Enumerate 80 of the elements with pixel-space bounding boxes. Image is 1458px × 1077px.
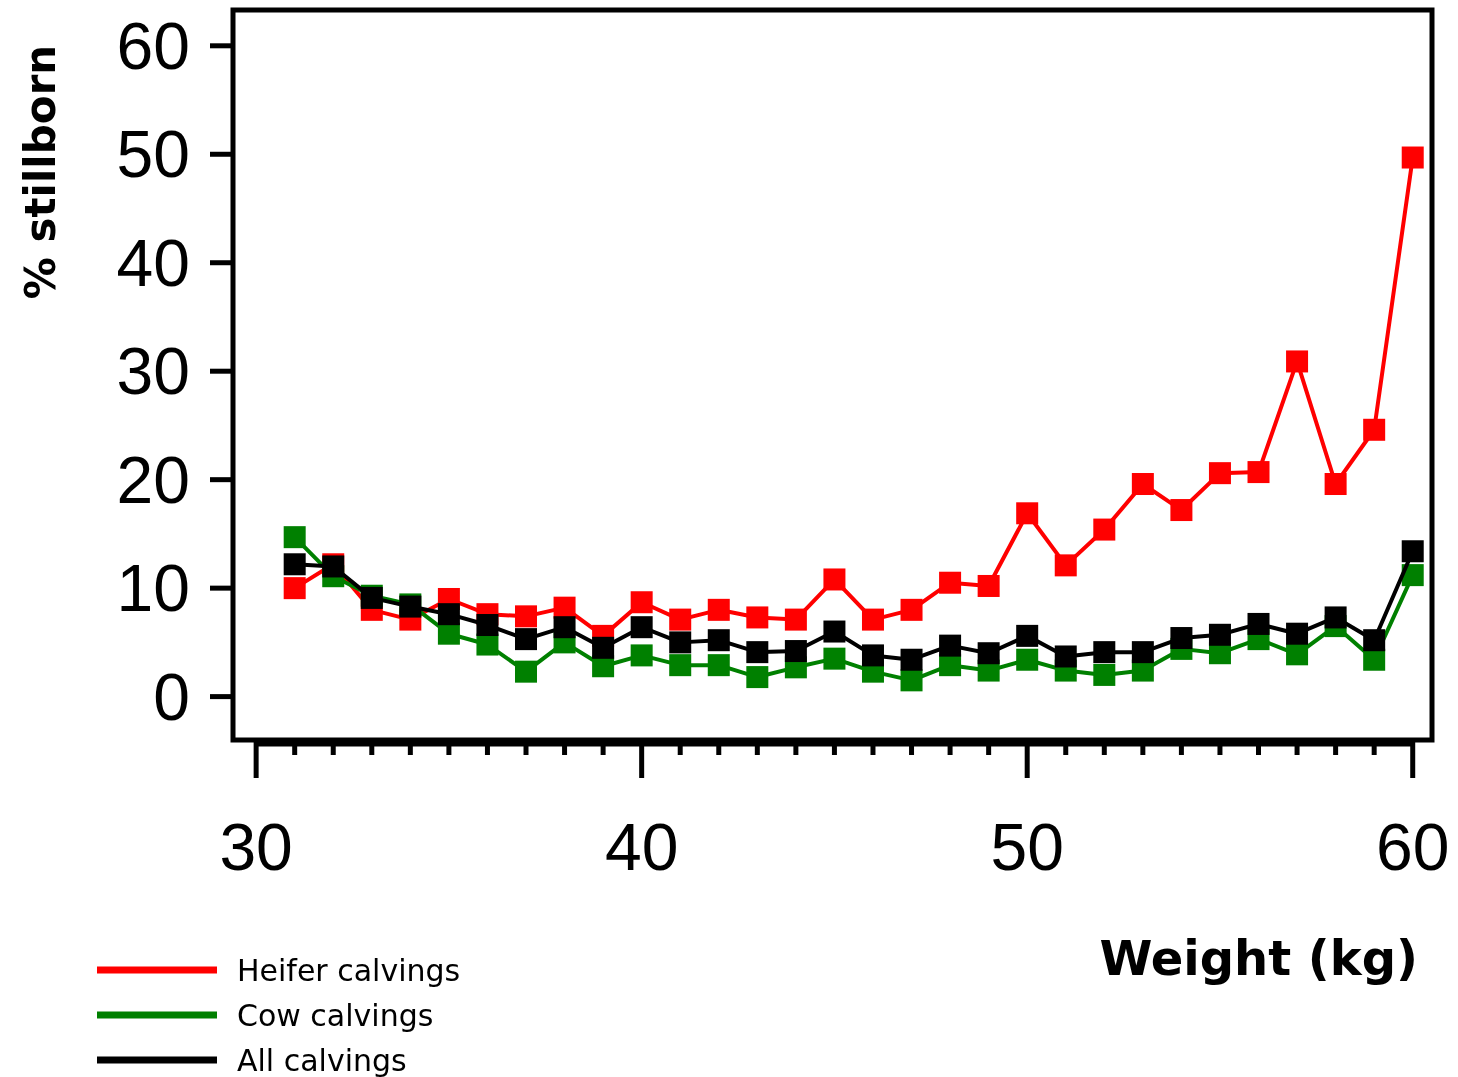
point <box>1170 627 1193 650</box>
point <box>977 574 1000 597</box>
point <box>1093 518 1116 541</box>
point <box>476 614 499 637</box>
point <box>823 568 846 591</box>
legend-label: Cow calvings <box>237 997 434 1033</box>
point <box>1054 645 1077 668</box>
y-tick-label: 50 <box>116 117 190 192</box>
legend-label: All calvings <box>237 1042 407 1077</box>
point <box>977 642 1000 665</box>
point <box>1093 641 1116 664</box>
point <box>1247 612 1270 635</box>
point <box>283 577 306 600</box>
x-tick-label: 40 <box>604 810 679 884</box>
point <box>630 644 653 667</box>
point <box>1016 624 1039 647</box>
x-tick-label: 30 <box>219 810 293 884</box>
point <box>900 648 923 671</box>
point <box>1286 350 1309 373</box>
point <box>553 616 576 639</box>
point <box>1401 146 1424 169</box>
point <box>669 631 692 654</box>
point <box>861 608 884 631</box>
point <box>1016 502 1039 525</box>
y-tick-label: 0 <box>153 659 190 734</box>
point <box>630 616 653 639</box>
point <box>437 603 460 626</box>
point <box>784 608 807 631</box>
y-tick-label: 30 <box>116 334 190 409</box>
y-axis-title: % stillborn <box>16 44 65 300</box>
point <box>1131 473 1154 496</box>
point <box>823 620 846 643</box>
point <box>1286 622 1309 645</box>
point <box>900 669 923 692</box>
point <box>283 526 306 549</box>
point <box>669 654 692 677</box>
point <box>1324 606 1347 629</box>
point <box>707 598 730 621</box>
point <box>900 598 923 621</box>
point <box>1131 641 1154 664</box>
x-axis-title: Weight (kg) <box>1099 930 1418 986</box>
point <box>707 654 730 677</box>
point <box>1208 462 1231 485</box>
point <box>592 636 615 659</box>
point <box>669 608 692 631</box>
point <box>630 591 653 614</box>
point <box>1286 643 1309 666</box>
point <box>707 629 730 652</box>
point <box>1363 629 1386 652</box>
point <box>1170 499 1193 522</box>
point <box>939 634 962 657</box>
point <box>1363 418 1386 441</box>
y-tick-label: 20 <box>116 442 190 517</box>
y-tick-label: 60 <box>116 8 190 83</box>
point <box>861 644 884 667</box>
point <box>437 622 460 645</box>
point <box>746 641 769 664</box>
x-tick-label: 50 <box>990 810 1064 884</box>
point <box>1054 554 1077 577</box>
x-tick-label: 60 <box>1376 810 1450 884</box>
point <box>1401 540 1424 563</box>
point <box>939 571 962 594</box>
point <box>746 606 769 629</box>
point <box>784 640 807 663</box>
point <box>1247 461 1270 484</box>
point <box>1363 648 1386 671</box>
point <box>1093 663 1116 686</box>
legend-label: Heifer calvings <box>237 952 461 988</box>
point <box>283 553 306 576</box>
y-tick-label: 10 <box>116 551 190 626</box>
point <box>1324 473 1347 496</box>
point <box>1208 623 1231 646</box>
point <box>515 660 537 683</box>
point <box>1016 648 1039 671</box>
point <box>476 633 499 656</box>
point <box>515 628 537 651</box>
point <box>515 605 537 628</box>
point <box>746 666 769 689</box>
y-tick-label: 40 <box>116 225 190 300</box>
point <box>823 647 846 670</box>
